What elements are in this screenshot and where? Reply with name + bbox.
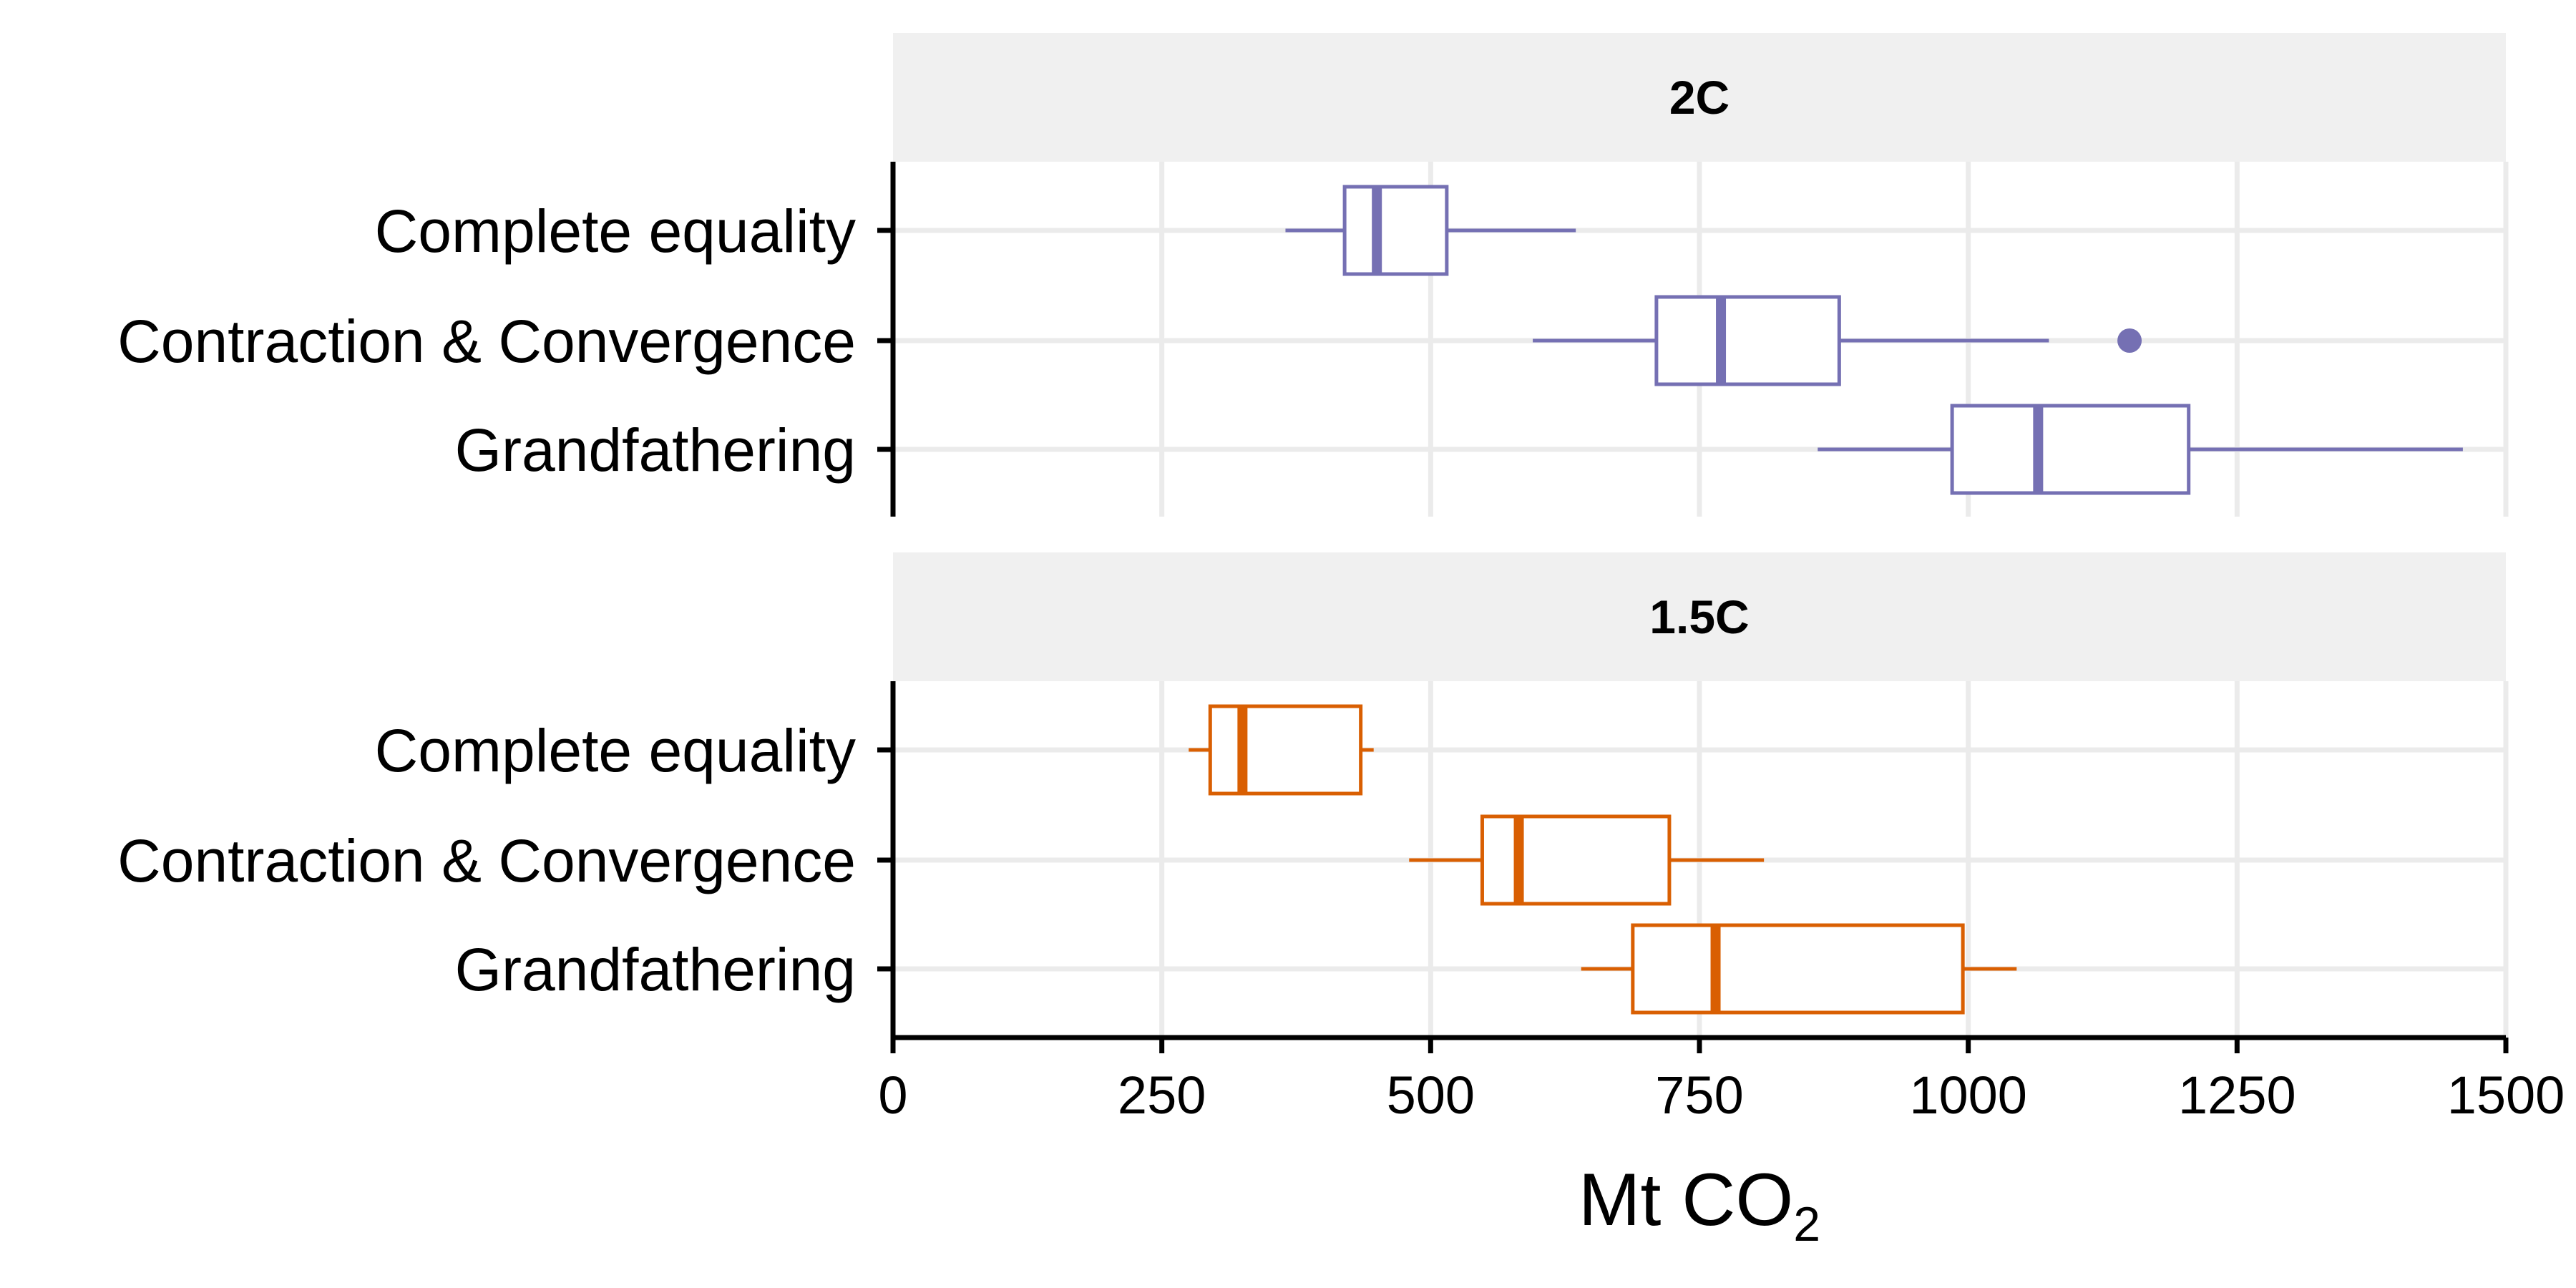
x-axis-title-subscript: 2: [1793, 1197, 1820, 1252]
box-element: [1285, 185, 1576, 276]
facet-strip: [893, 552, 2506, 681]
facet-panel: 2C Complete equality Contraction & Converg…: [117, 33, 2509, 517]
box-rect: [1631, 923, 1965, 1015]
box-rect: [1208, 704, 1363, 796]
facet-panel: 1.5C Complete equality Contraction & Conve…: [117, 552, 2509, 1038]
x-tick-label: 1500: [2447, 1065, 2565, 1125]
x-tick-label: 750: [1655, 1065, 1743, 1125]
facets-layer: 2C Complete equality Contraction & Converg…: [117, 33, 2509, 1038]
box-rect: [1480, 814, 1672, 906]
facet-title: 2C: [1669, 71, 1729, 124]
y-tick-label: Complete equality: [375, 197, 856, 265]
box-element: [1189, 704, 1374, 796]
y-tick-label: Complete equality: [375, 717, 856, 784]
box-element: [1581, 923, 2017, 1015]
facet-title: 1.5C: [1649, 590, 1749, 643]
x-tick-label: 1250: [2178, 1065, 2296, 1125]
x-axis-title: Mt CO2: [1579, 1158, 1820, 1252]
x-tick-label: 500: [1387, 1065, 1475, 1125]
x-tick-label: 250: [1118, 1065, 1206, 1125]
x-axis-title-main: Mt CO: [1579, 1158, 1793, 1241]
x-axis: 0 250 500 750 1000 1250 1500: [878, 1035, 2565, 1125]
y-tick-label: Contraction & Convergence: [117, 308, 856, 375]
box-element: [1818, 404, 2463, 495]
box-rect: [1950, 404, 2191, 495]
box-element: [1533, 295, 2142, 386]
x-tick-label: 0: [878, 1065, 907, 1125]
y-tick-label: Grandfathering: [455, 416, 856, 484]
y-tick-label: Contraction & Convergence: [117, 827, 856, 894]
facet-strip: [893, 33, 2506, 162]
box-element: [1409, 814, 1765, 906]
outlier-point: [2117, 328, 2142, 353]
x-tick-label: 1000: [1909, 1065, 2027, 1125]
box-rect: [1342, 185, 1449, 276]
box-rect: [1654, 295, 1841, 386]
y-tick-label: Grandfathering: [455, 936, 856, 1003]
